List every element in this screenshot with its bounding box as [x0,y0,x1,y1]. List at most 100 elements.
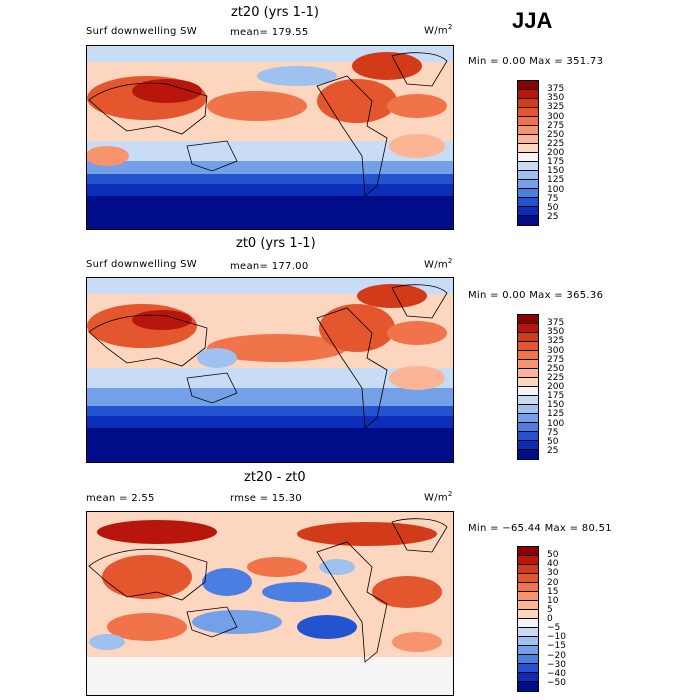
panel-1-colorbar [517,80,539,226]
colorbar-tick-label: 25 [547,445,559,456]
colorbar-swatch [518,441,538,450]
colorbar-swatch [518,207,538,216]
colorbar-tick-label: 15 [547,586,559,597]
colorbar-tick-label: 125 [547,175,565,186]
colorbar-tick-label: −50 [547,677,566,688]
colorbar-swatch [518,135,538,144]
colorbar-tick-label: 100 [547,418,565,429]
panel-3-title: zt20 - zt0 [244,470,306,485]
colorbar-tick-label: 100 [547,184,565,195]
colorbar-tick-label: 50 [547,436,559,447]
panel-2-units: W/m2 [424,257,453,271]
panel-3-colorbar [517,546,539,692]
colorbar-swatch [518,637,538,646]
colorbar-swatch [518,655,538,664]
panel-3-map [86,511,454,696]
colorbar-tick-label: 50 [547,202,559,213]
colorbar-tick-label: 325 [547,336,565,347]
colorbar-swatch [518,450,538,459]
panel-1-title: zt20 (yrs 1-1) [231,5,319,20]
colorbar-swatch [518,664,538,673]
colorbar-swatch [518,673,538,682]
colorbar-swatch [518,547,538,556]
panel-3-mean-label: mean = 2.55 [86,493,155,504]
panel-3-heatmap [87,512,453,695]
colorbar-tick-label: 30 [547,568,559,579]
colorbar-swatch [518,574,538,583]
colorbar-tick-label: 125 [547,409,565,420]
colorbar-tick-label: 225 [547,372,565,383]
colorbar-tick-label: 75 [547,193,559,204]
colorbar-tick-label: 175 [547,391,565,402]
colorbar-swatch [518,189,538,198]
colorbar-tick-label: 150 [547,166,565,177]
colorbar-tick-label: 300 [547,345,565,356]
colorbar-tick-label: −5 [547,623,561,634]
colorbar-tick-label: 225 [547,138,565,149]
colorbar-swatch [518,619,538,628]
colorbar-swatch [518,414,538,423]
colorbar-tick-label: 200 [547,148,565,158]
colorbar-tick-label: 10 [547,595,559,606]
colorbar-tick-label: −40 [547,668,566,679]
colorbar-swatch [518,144,538,153]
colorbar-swatch [518,351,538,360]
panel-3-units: W/m2 [424,490,453,504]
colorbar-tick-label: 375 [547,318,565,329]
colorbar-swatch [518,601,538,610]
colorbar-tick-label: 375 [547,84,565,95]
colorbar-swatch [518,333,538,342]
panel-2-stats: Min = 0.00 Max = 365.36 [468,290,604,301]
colorbar-swatch [518,81,538,90]
colorbar-swatch [518,628,538,637]
panel-1-map [86,45,454,230]
colorbar-swatch [518,90,538,99]
colorbar-swatch [518,171,538,180]
colorbar-swatch [518,432,538,441]
colorbar-swatch [518,556,538,565]
colorbar-tick-label: 350 [547,327,565,338]
colorbar-tick-label: 50 [547,550,559,561]
colorbar-swatch [518,405,538,414]
panel-1-heatmap [87,46,453,229]
colorbar-swatch [518,108,538,117]
colorbar-tick-label: 0 [547,614,553,624]
colorbar-swatch [518,592,538,601]
colorbar-tick-label: 40 [547,559,559,570]
colorbar-swatch [518,99,538,108]
panel-2-colorbar [517,314,539,460]
colorbar-swatch [518,682,538,691]
colorbar-swatch [518,315,538,324]
colorbar-swatch [518,216,538,225]
panel-2-title: zt0 (yrs 1-1) [236,236,316,251]
colorbar-swatch [518,396,538,405]
season-label: JJA [512,8,553,33]
colorbar-tick-label: −30 [547,659,566,670]
panel-2-field-label: Surf downwelling SW [86,259,197,270]
colorbar-tick-label: 275 [547,120,565,131]
panel-3-rmse-label: rmse = 15.30 [230,493,303,504]
colorbar-tick-label: 300 [547,111,565,122]
colorbar-tick-label: 325 [547,102,565,113]
colorbar-tick-label: 200 [547,382,565,392]
panel-3-stats: Min = −65.44 Max = 80.51 [468,523,612,534]
colorbar-swatch [518,387,538,396]
colorbar-tick-label: 250 [547,129,565,140]
colorbar-swatch [518,378,538,387]
colorbar-swatch [518,180,538,189]
colorbar-swatch [518,369,538,378]
panel-1-stats: Min = 0.00 Max = 351.73 [468,56,604,67]
colorbar-swatch [518,342,538,351]
colorbar-swatch [518,324,538,333]
colorbar-swatch [518,646,538,655]
colorbar-tick-label: 175 [547,157,565,168]
colorbar-swatch [518,610,538,619]
panel-2-heatmap [87,278,453,462]
colorbar-tick-label: −10 [547,632,566,643]
panel-1-mean-label: mean= 179.55 [230,27,309,38]
panel-2-mean-label: mean= 177.00 [230,261,309,272]
colorbar-tick-label: 250 [547,363,565,374]
colorbar-tick-label: 5 [547,604,553,615]
colorbar-swatch [518,423,538,432]
colorbar-swatch [518,117,538,126]
